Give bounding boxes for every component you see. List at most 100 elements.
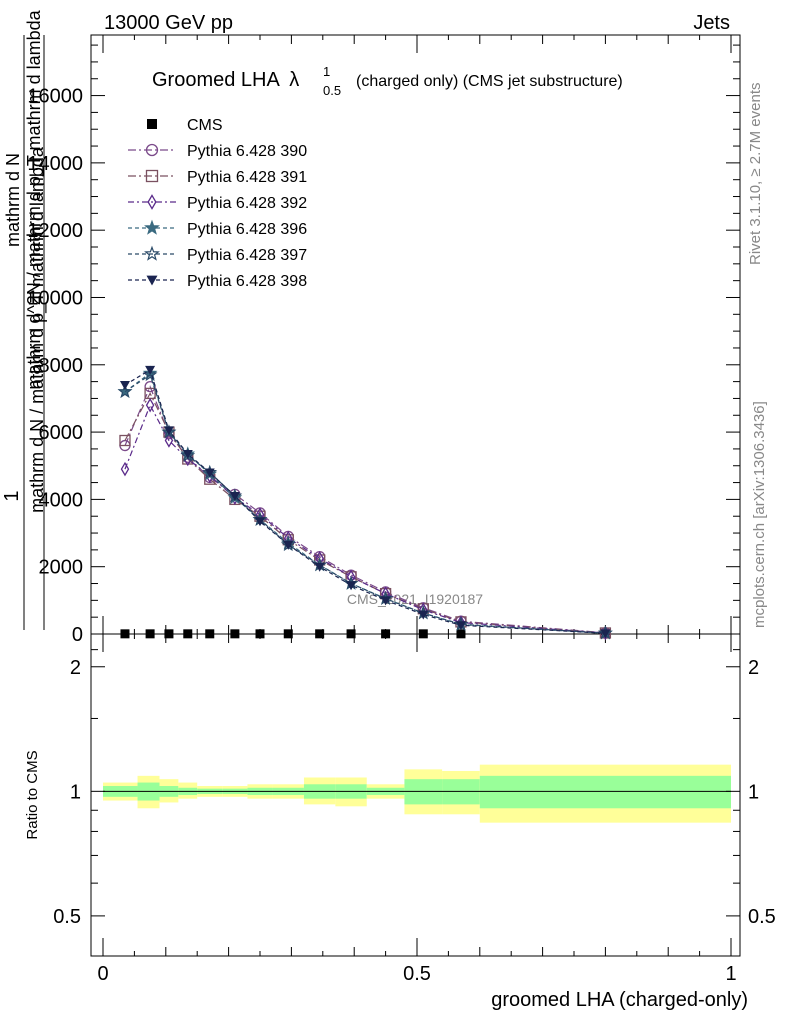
title-sub: 0.5 bbox=[323, 83, 341, 98]
data-point bbox=[145, 397, 155, 413]
data-point bbox=[164, 629, 174, 639]
ratio-bands bbox=[103, 764, 731, 823]
data-point bbox=[456, 629, 466, 639]
main-ytick-label: 12000 bbox=[27, 220, 83, 242]
y-label-overlap: mathrm d^2N / mathrm d p_T mathrm d lamb… bbox=[24, 9, 45, 389]
data-point bbox=[204, 468, 215, 478]
legend-label: Pythia 6.428 398 bbox=[187, 273, 307, 290]
data-point bbox=[144, 381, 156, 393]
series-line-6 bbox=[124, 368, 606, 634]
data-point bbox=[163, 426, 174, 436]
x-tick-label: 0 bbox=[97, 963, 108, 985]
ratio-stat-band-13 bbox=[479, 775, 731, 809]
main-series bbox=[117, 365, 613, 641]
y-label-denominator: mathrm d N / mathrm d p_T mathrm d lambd… bbox=[27, 146, 48, 513]
data-point bbox=[205, 629, 215, 639]
main-ytick-label: 0 bbox=[72, 624, 83, 646]
legend-item-3: Pythia 6.428 392 bbox=[128, 194, 307, 212]
svg-text:Groomed LHA λ: Groomed LHA λ bbox=[152, 69, 299, 91]
main-axes: 0 2000 4000 6000 8000 10000 12000 14000 16000 bbox=[27, 35, 740, 646]
y-label-one: 1 bbox=[1, 490, 23, 501]
data-point bbox=[120, 461, 130, 477]
data-point bbox=[255, 517, 265, 527]
x-axis-label: groomed LHA (charged-only) bbox=[491, 989, 748, 1011]
data-point bbox=[380, 596, 391, 606]
energy-label: 13000 GeV pp bbox=[104, 12, 233, 34]
main-ytick-label: 16000 bbox=[27, 86, 83, 108]
ratio-panel-frame bbox=[90, 633, 741, 957]
data-point bbox=[119, 434, 131, 447]
data-point bbox=[346, 629, 356, 639]
jets-label: Jets bbox=[693, 12, 730, 34]
legend-marker bbox=[144, 219, 160, 235]
x-tick-label: 0.5 bbox=[403, 963, 431, 985]
data-point bbox=[418, 629, 428, 639]
ratio-y-label: Ratio to CMS bbox=[24, 750, 41, 839]
data-point bbox=[145, 365, 156, 375]
legend-marker bbox=[145, 169, 159, 183]
title-tail: (charged only) (CMS jet substructure) bbox=[356, 73, 623, 90]
ratio-ytick-label-left: 2 bbox=[70, 657, 81, 679]
legend-item-1: Pythia 6.428 390 bbox=[128, 143, 307, 160]
ratio-ytick-label-right: 2 bbox=[748, 657, 759, 679]
data-point bbox=[120, 629, 130, 639]
title-main: Groomed LHA bbox=[152, 69, 280, 91]
y-axis-label: 1 mathrm d N mathrm d N / mathrm d p_T m… bbox=[1, 9, 48, 630]
data-point bbox=[283, 629, 293, 639]
y-label-numerator: mathrm d N bbox=[3, 153, 23, 247]
legend-marker bbox=[146, 275, 158, 286]
legend-marker bbox=[145, 143, 159, 157]
legend-label: Pythia 6.428 392 bbox=[187, 195, 307, 212]
main-ytick-label: 10000 bbox=[27, 287, 83, 309]
legend-label: Pythia 6.428 397 bbox=[187, 247, 307, 264]
ratio-ytick-label-left: 1 bbox=[70, 781, 81, 803]
ratio-ytick-label-right: 1 bbox=[748, 781, 759, 803]
main-ytick-label: 4000 bbox=[39, 489, 84, 511]
data-point bbox=[455, 621, 466, 631]
data-point bbox=[283, 540, 294, 550]
legend-item-5: Pythia 6.428 397 bbox=[128, 245, 307, 264]
title-symbol: λ bbox=[289, 69, 299, 91]
title-sup: 1 bbox=[323, 64, 330, 79]
series-6 bbox=[119, 365, 611, 639]
data-point bbox=[255, 629, 265, 639]
legend-label: Pythia 6.428 391 bbox=[187, 169, 307, 186]
series-line-5 bbox=[124, 373, 606, 634]
legend-item-0: CMS bbox=[147, 117, 223, 134]
data-point bbox=[600, 629, 611, 639]
data-point bbox=[418, 610, 429, 620]
ratio-ytick-label-left: 0.5 bbox=[53, 906, 81, 928]
data-point bbox=[183, 629, 193, 639]
data-point bbox=[117, 383, 133, 398]
ratio-ytick-label-right: 0.5 bbox=[748, 906, 776, 928]
data-point bbox=[346, 581, 357, 591]
legend-item-4: Pythia 6.428 396 bbox=[128, 219, 307, 238]
main-ytick-label: 6000 bbox=[39, 422, 84, 444]
rivet-label: Rivet 3.1.10, ≥ 2.7M events bbox=[747, 83, 764, 266]
legend-item-2: Pythia 6.428 391 bbox=[128, 169, 307, 186]
legend: CMS Pythia 6.428 390 Pythia 6.428 391 Pythi… bbox=[128, 117, 307, 290]
x-tick-label: 1 bbox=[725, 963, 736, 985]
legend-marker bbox=[144, 245, 160, 261]
mcplots-label: mcplots.cern.ch [arXiv:1306.3436] bbox=[751, 401, 768, 628]
main-ytick-label: 2000 bbox=[39, 557, 84, 579]
data-point bbox=[164, 433, 174, 448]
series-line-3 bbox=[124, 403, 606, 634]
data-point bbox=[315, 629, 325, 639]
legend-item-6: Pythia 6.428 398 bbox=[128, 273, 307, 290]
data-point bbox=[314, 562, 325, 572]
legend-marker bbox=[147, 194, 157, 210]
data-point bbox=[145, 629, 155, 639]
main-ytick-label: 8000 bbox=[39, 355, 84, 377]
legend-label: CMS bbox=[187, 117, 223, 134]
ratio-axes: 0.5 0.5 1 1 2 2 0 0.5 1 bbox=[53, 634, 776, 985]
legend-label: Pythia 6.428 390 bbox=[187, 143, 307, 160]
data-point bbox=[119, 380, 130, 390]
main-ytick-label: 14000 bbox=[27, 153, 83, 175]
chart-title: Groomed LHA λ 1 0.5 (charged only) (CMS … bbox=[152, 64, 623, 98]
data-point bbox=[381, 629, 391, 639]
data-point bbox=[230, 629, 240, 639]
legend-label: Pythia 6.428 396 bbox=[187, 221, 307, 238]
legend-marker bbox=[147, 119, 157, 129]
